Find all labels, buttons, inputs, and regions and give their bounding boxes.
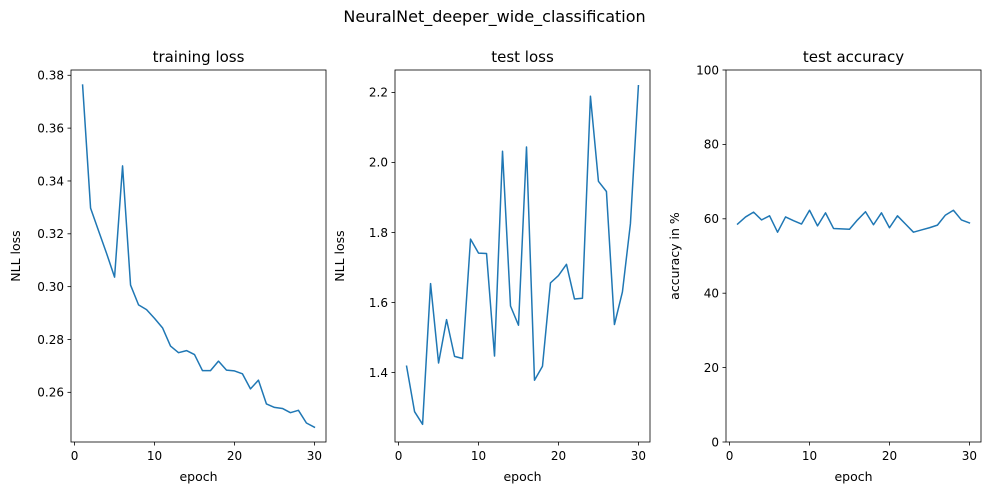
series-line [405, 84, 640, 426]
y-tick-label: 1.4 [369, 366, 388, 380]
x-tick-label: 0 [726, 449, 734, 463]
x-tick-label: 30 [307, 449, 322, 463]
x-tick-label: 30 [631, 449, 646, 463]
subplot-1: 0 10 20 30 0.26 0.28 0.30 0.32 0.34 0.36 0.38 train… [8, 48, 327, 484]
y-tick-label: 20 [704, 361, 719, 375]
y-axis-label: NLL loss [332, 230, 347, 281]
subplot-2: 0 10 20 30 1.4 1.6 1.8 2.0 2.2 test loss epoch NLL … [332, 48, 651, 484]
y-tick-label: 40 [704, 287, 719, 301]
subplot-3: 0 10 20 30 0 20 40 60 80 100 test accuracy epoch acc… [667, 48, 982, 484]
y-axis-label: NLL loss [8, 230, 23, 281]
subplot-title: training loss [153, 48, 245, 66]
y-axis-label: accuracy in % [667, 212, 682, 300]
subplot-title: test loss [491, 48, 554, 66]
y-tick-label: 0.36 [37, 121, 64, 135]
series-line [736, 209, 971, 233]
y-tick-label: 0 [711, 435, 719, 449]
y-tick-label: 0.30 [37, 280, 64, 294]
x-axis-label: epoch [834, 469, 872, 484]
y-tick-label: 1.8 [369, 226, 388, 240]
x-axis-label: epoch [179, 469, 217, 484]
figure-suptitle: NeuralNet_deeper_wide_classification [343, 7, 646, 26]
x-tick-label: 20 [227, 449, 242, 463]
y-tick-label: 2.2 [369, 86, 388, 100]
y-tick-label: 0.28 [37, 333, 64, 347]
axes-frame [70, 69, 327, 443]
y-tick-label: 0.26 [37, 386, 64, 400]
y-tick-label: 80 [704, 138, 719, 152]
x-tick-label: 20 [882, 449, 897, 463]
y-tick-label: 60 [704, 212, 719, 226]
x-tick-label: 0 [71, 449, 79, 463]
subplot-title: test accuracy [803, 48, 904, 66]
axes-frame [394, 69, 651, 443]
y-tick-label: 0.34 [37, 174, 64, 188]
x-tick-label: 10 [471, 449, 486, 463]
x-axis-label: epoch [503, 469, 541, 484]
y-tick-label: 2.0 [369, 156, 388, 170]
x-tick-label: 20 [551, 449, 566, 463]
y-tick-label: 100 [696, 63, 719, 77]
x-tick-label: 0 [395, 449, 403, 463]
y-tick-label: 0.32 [37, 227, 64, 241]
y-tick-label: 0.38 [37, 69, 64, 83]
series-line [81, 84, 316, 429]
x-tick-label: 30 [962, 449, 977, 463]
y-tick-label: 1.6 [369, 296, 388, 310]
x-tick-label: 10 [802, 449, 817, 463]
x-tick-label: 10 [147, 449, 162, 463]
axes-frame [725, 69, 982, 443]
